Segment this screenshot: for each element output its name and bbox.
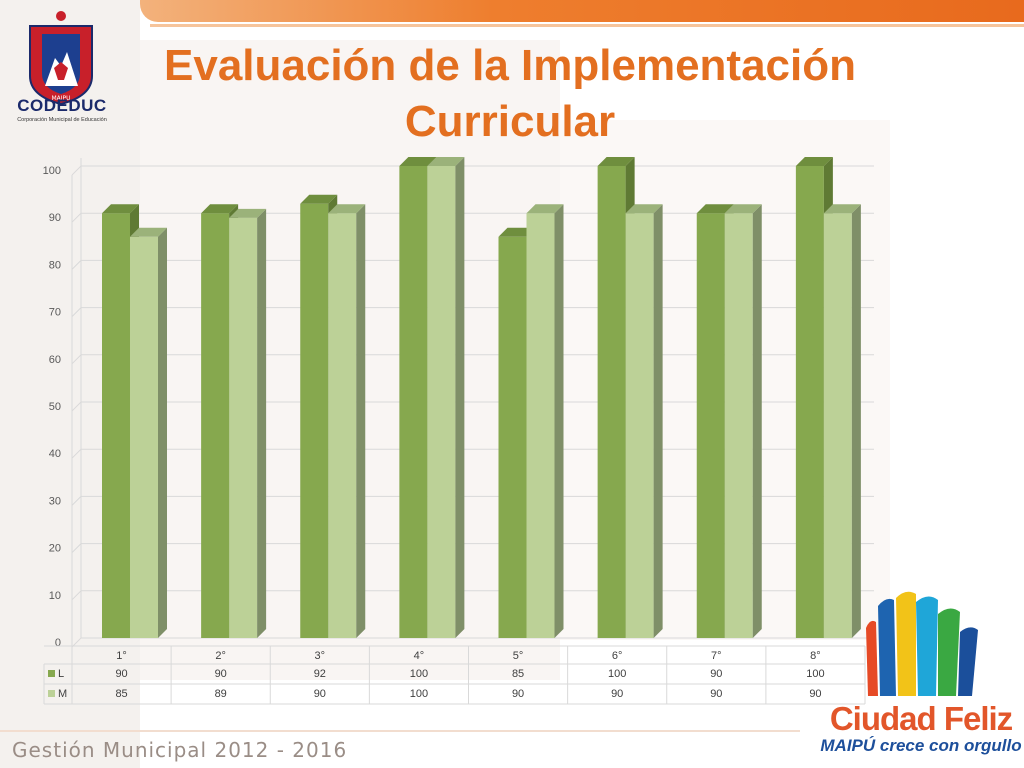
data-table-value: 90 (115, 668, 127, 680)
data-table-value: 100 (608, 668, 626, 680)
legend-swatch-M (48, 690, 55, 697)
data-table-value: 90 (314, 688, 326, 700)
chart-bars (102, 157, 861, 639)
x-tick-label: 1° (116, 650, 127, 662)
gridline (71, 307, 82, 317)
legend-swatch-L (48, 670, 55, 677)
y-tick-label: 20 (49, 543, 61, 555)
gridline (71, 448, 82, 459)
top-accent-line (150, 24, 1024, 27)
y-tick-label: 80 (49, 259, 61, 271)
bar-M-6 (625, 204, 663, 638)
chart-data-table: 1° 90 85 2° 90 89 3° 92 90 4° 100 100 5° 85 90 6° 100 90 7… (43, 645, 866, 705)
data-table-value: 90 (512, 688, 524, 700)
logo-name: CODEDUC (17, 96, 107, 115)
gridline (71, 401, 82, 412)
data-table-value: 100 (806, 668, 824, 680)
gridline (71, 165, 82, 176)
y-tick-label: 10 (49, 590, 61, 602)
bar-M-3 (328, 204, 366, 638)
bar-M-8 (823, 204, 861, 638)
footer-text: Gestión Municipal 2012 - 2016 (12, 738, 348, 762)
data-table-value: 89 (215, 688, 227, 700)
gridline (71, 354, 82, 365)
y-tick-label: 100 (43, 165, 61, 177)
y-tick-label: 30 (49, 495, 61, 507)
data-table-value: 90 (611, 688, 623, 700)
legend-label-M: M (58, 688, 67, 700)
legend-label-L: L (58, 668, 64, 680)
bar-M-1 (130, 227, 167, 639)
x-tick-label: 2° (215, 650, 226, 662)
data-table-value: 90 (710, 668, 722, 680)
logo-city-text: MAIPU (51, 95, 70, 102)
bottom-divider (0, 730, 800, 732)
gridline (71, 590, 82, 601)
chart-y-axis: 0 10 20 30 40 50 60 70 80 90 100 (43, 165, 61, 649)
x-tick-label: 8° (810, 650, 821, 662)
data-table-value: 90 (710, 688, 722, 700)
x-tick-label: 6° (612, 650, 623, 662)
data-table-value: 85 (512, 668, 524, 680)
y-tick-label: 50 (49, 401, 61, 413)
gridline (71, 212, 82, 223)
data-table-value: 100 (410, 668, 428, 680)
codeduc-crest-logo: MAIPU (29, 11, 93, 106)
logo-subtitle: Corporación Municipal de Educación (17, 117, 107, 123)
y-tick-label: 0 (55, 637, 61, 649)
x-tick-label: 7° (711, 650, 722, 662)
y-tick-label: 90 (49, 212, 61, 224)
gridline (71, 496, 82, 506)
data-table-value: 92 (314, 668, 326, 680)
gridline (71, 260, 82, 270)
data-table-value: 90 (215, 668, 227, 680)
gridline (71, 543, 82, 553)
y-tick-label: 40 (49, 448, 61, 460)
page-title: Evaluación de la Implementación Curricul… (164, 41, 856, 146)
y-tick-label: 60 (49, 354, 61, 366)
x-tick-label: 3° (315, 650, 326, 662)
bar-M-4 (427, 157, 465, 638)
bar-M-5 (526, 204, 564, 638)
x-tick-label: 4° (414, 650, 425, 662)
bar-M-2 (229, 208, 267, 639)
brand-tagline: MAIPÚ crece con orgullo (820, 736, 1022, 755)
x-tick-label: 5° (513, 650, 524, 662)
data-table-value: 85 (115, 688, 127, 700)
data-table-value: 100 (410, 688, 428, 700)
top-accent-bar (140, 0, 1024, 22)
ciudad-feliz-logo-graphic (866, 591, 978, 696)
y-tick-label: 70 (49, 307, 61, 319)
brand-name: Ciudad Feliz (829, 700, 1013, 737)
data-table-value: 90 (809, 688, 821, 700)
bar-M-7 (724, 204, 762, 638)
